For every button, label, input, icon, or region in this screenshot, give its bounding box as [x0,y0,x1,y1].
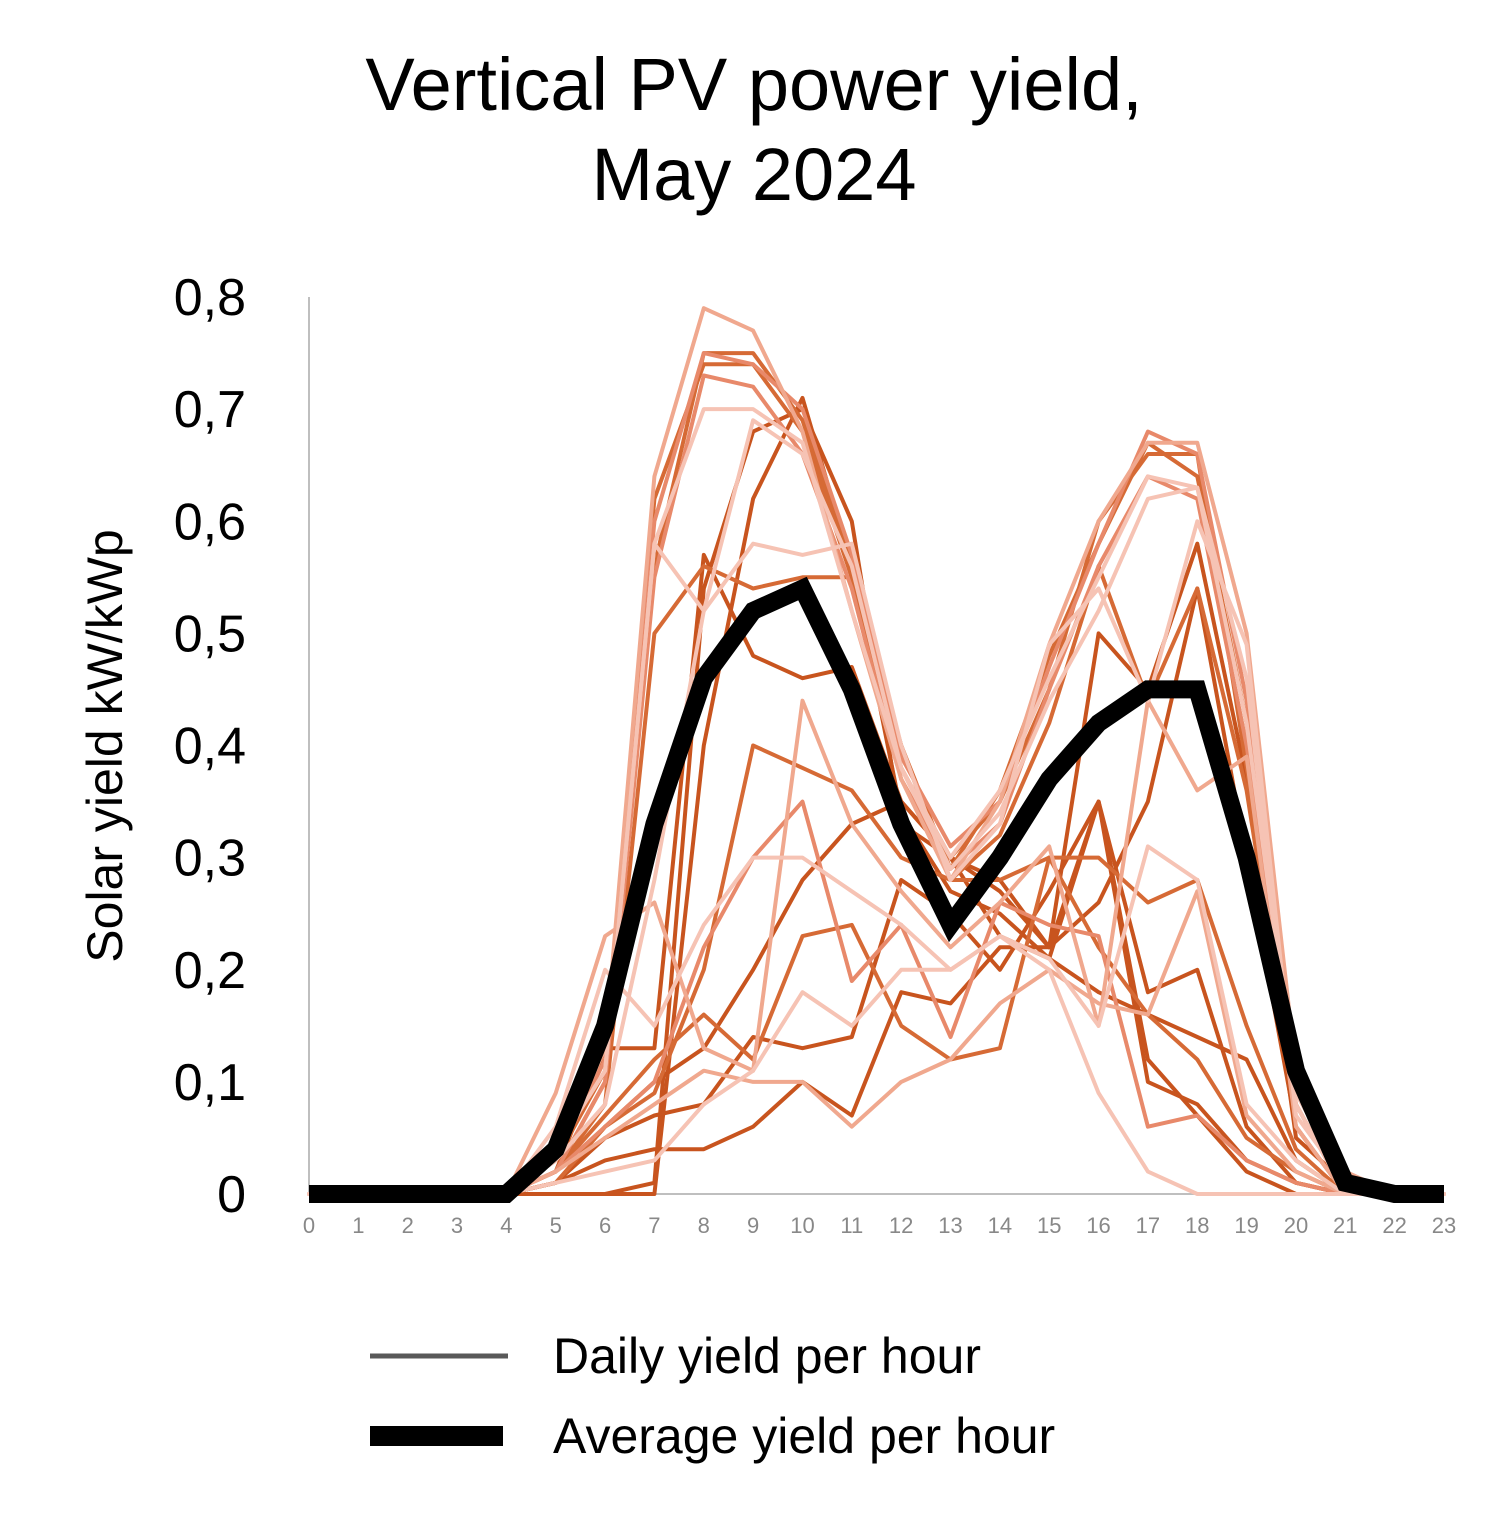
y-axis-label: Solar yield kW/kWp [77,529,133,962]
x-tick-label: 17 [1136,1213,1160,1238]
y-tick-label: 0,8 [174,269,246,327]
x-tick-label: 1 [352,1213,364,1238]
x-tick-label: 0 [303,1213,315,1238]
x-tick-label: 12 [889,1213,913,1238]
chart-title-line-1: Vertical PV power yield, [365,43,1142,126]
x-tick-label: 9 [747,1213,759,1238]
x-tick-label: 10 [790,1213,814,1238]
y-tick-label: 0 [217,1166,246,1224]
x-tick-label: 4 [500,1213,512,1238]
y-tick-label: 0,6 [174,493,246,551]
average-series-line [309,576,1444,1203]
x-tick-label: 8 [698,1213,710,1238]
y-tick-labels: 0 0,1 0,2 0,3 0,4 0,5 0,6 0,7 0,8 [174,269,246,1224]
y-tick-label: 0,4 [174,718,246,776]
legend-average-label: Average yield per hour [553,1408,1055,1464]
x-tick-label: 13 [938,1213,962,1238]
x-tick-label: 3 [451,1213,463,1238]
x-tick-label: 14 [988,1213,1012,1238]
y-tick-label: 0,7 [174,381,246,439]
x-tick-label: 15 [1037,1213,1061,1238]
x-tick-label: 16 [1086,1213,1110,1238]
daily-series-line [307,373,1446,1196]
legend: Daily yield per hour Average yield per h… [370,1328,1055,1464]
x-tick-label: 18 [1185,1213,1209,1238]
daily-series-line [307,407,1446,1196]
x-tick-label: 7 [648,1213,660,1238]
x-tick-label: 22 [1382,1213,1406,1238]
average-series-group [309,576,1444,1203]
x-tick-label: 20 [1284,1213,1308,1238]
x-tick-label: 2 [402,1213,414,1238]
x-tick-label: 19 [1234,1213,1258,1238]
x-tick-label: 5 [550,1213,562,1238]
daily-series-line [307,407,1446,1196]
legend-daily-label: Daily yield per hour [553,1328,981,1384]
daily-series-line [307,418,1446,1196]
y-tick-label: 0,2 [174,942,246,1000]
y-tick-label: 0,1 [174,1054,246,1112]
y-tick-label: 0,3 [174,830,246,888]
daily-series-line [307,395,1446,1196]
chart-title-line-2: May 2024 [592,133,917,216]
x-tick-labels: 0 1 2 3 4 5 6 7 8 9 10 11 12 13 14 15 16 17 18 19 20 21 22 23 [303,1213,1456,1238]
x-tick-label: 6 [599,1213,611,1238]
y-tick-label: 0,5 [174,605,246,663]
x-tick-label: 11 [840,1213,863,1238]
x-tick-label: 23 [1432,1213,1456,1238]
x-tick-label: 21 [1333,1213,1357,1238]
